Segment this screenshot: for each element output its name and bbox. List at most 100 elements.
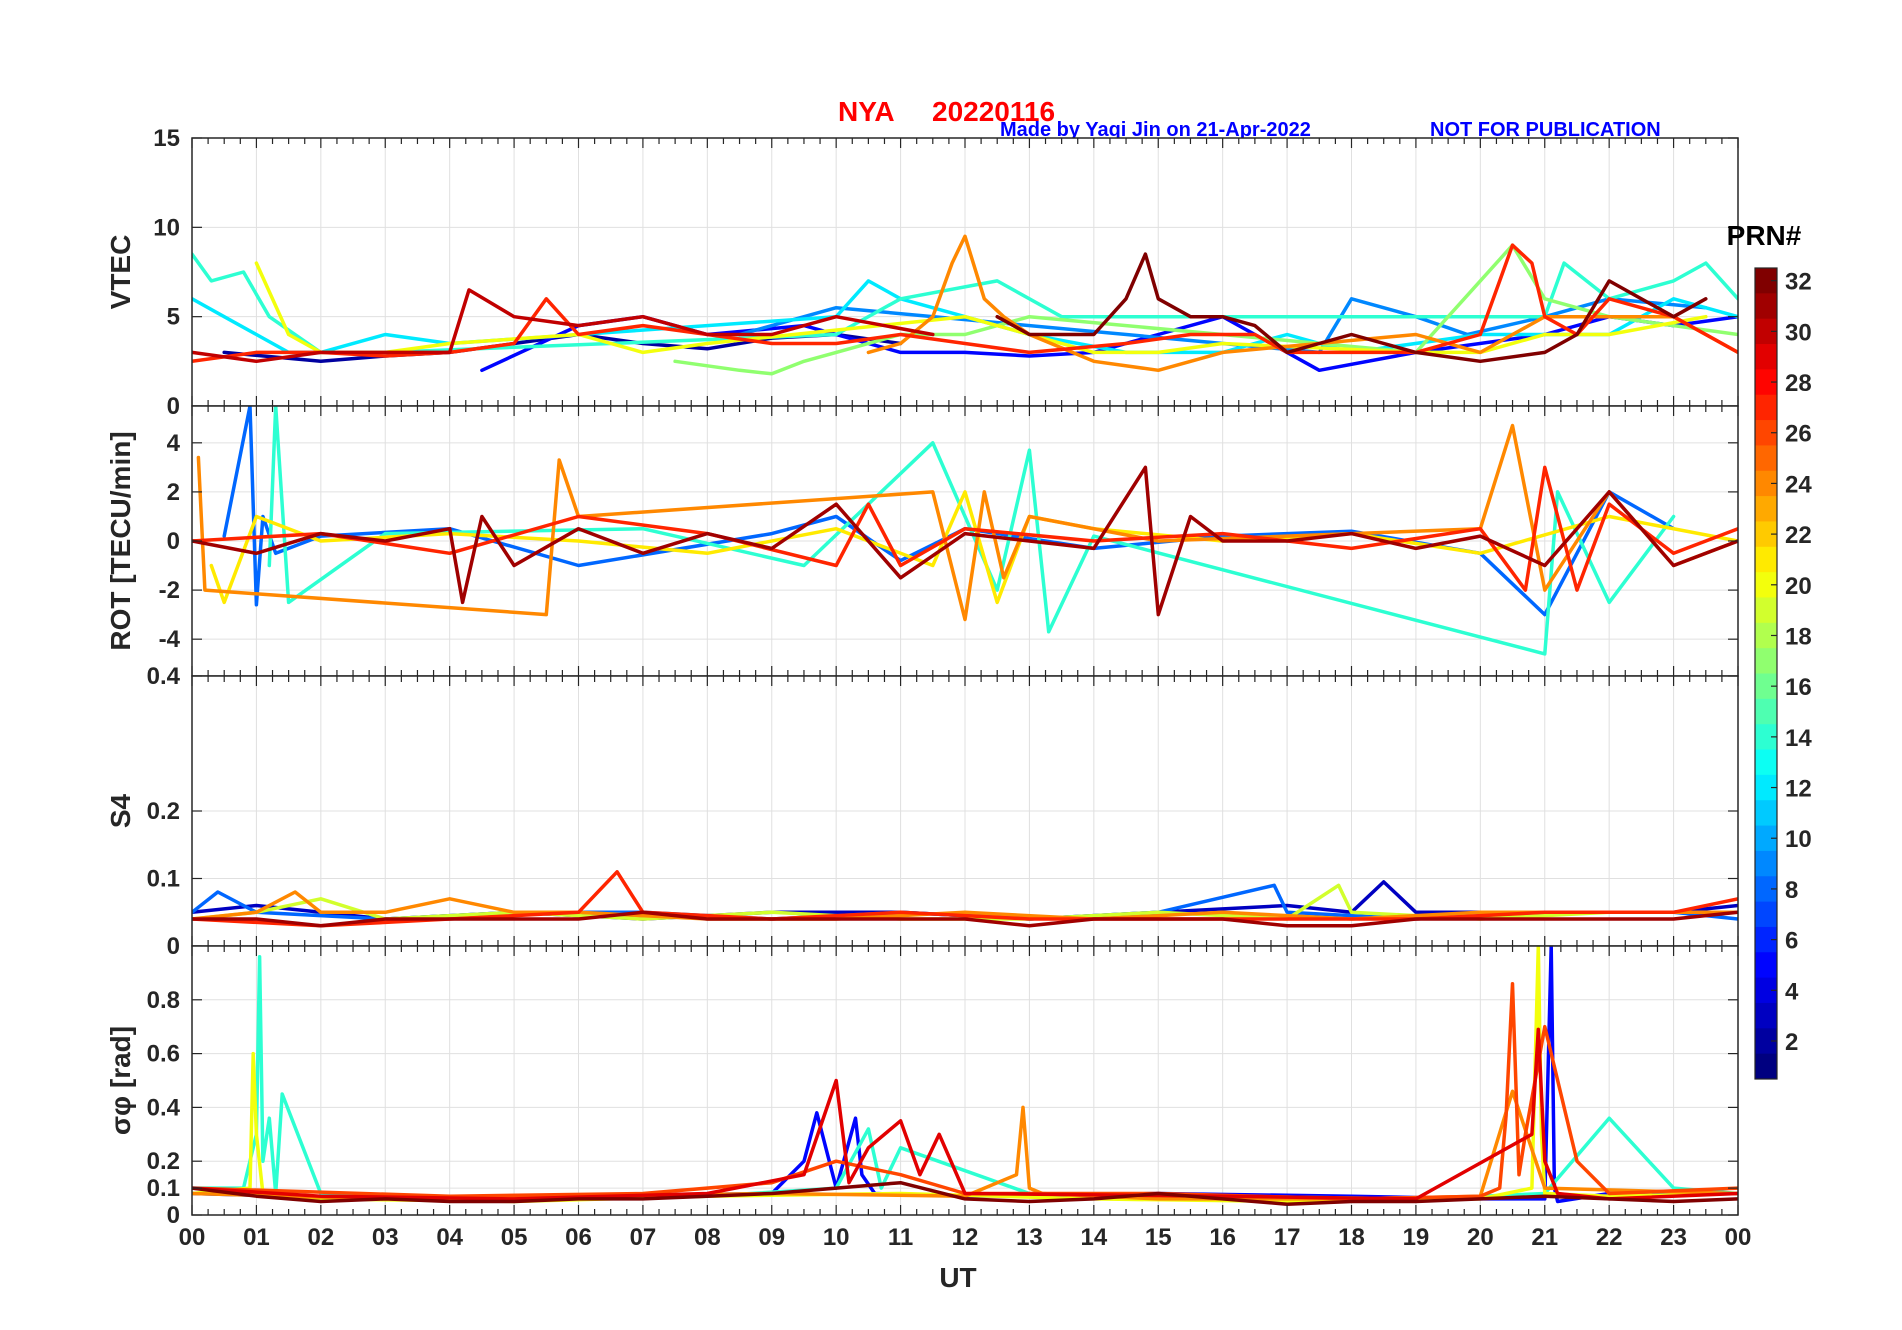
- y-tick-label: 0.2: [147, 798, 180, 825]
- series-group: [192, 406, 1738, 656]
- colorbar-segment: [1755, 597, 1777, 624]
- colorbar-segment: [1755, 901, 1777, 928]
- colorbar-tick-label: 20: [1785, 573, 1812, 600]
- colorbar-tick-label: 26: [1785, 421, 1812, 448]
- x-tick-label: 20: [1467, 1224, 1494, 1251]
- series-line-prn-20: [192, 946, 1738, 1204]
- colorbar-tick-label: 32: [1785, 269, 1812, 296]
- y-tick-label: 0.8: [147, 987, 180, 1014]
- colorbar-frame: [1754, 267, 1778, 1080]
- colorbar-tick-label: 24: [1785, 471, 1812, 498]
- colorbar-segment: [1755, 926, 1777, 953]
- x-tick-label: 11: [888, 1224, 913, 1251]
- colorbar-segment: [1755, 698, 1777, 725]
- x-tick-label: 07: [630, 1224, 657, 1251]
- y-tick-label: 2: [167, 479, 180, 506]
- y-tick-label: 0.4: [147, 663, 181, 690]
- panel-vtec: 0 5 10 15 VTEC: [105, 125, 1739, 420]
- x-tick-label: 04: [436, 1224, 463, 1251]
- colorbar-segment: [1755, 977, 1777, 1004]
- x-tick-label: 13: [1016, 1224, 1043, 1251]
- y-tick-label: 0: [167, 1202, 180, 1229]
- colorbar-tick-label: 28: [1785, 370, 1812, 397]
- colorbar-tick-label: 30: [1785, 319, 1812, 346]
- panel-sigma_phi: 00.10.2 0.4 0.6 0.8 σφ [rad]: [105, 945, 1739, 1229]
- y-tick-label: 5: [167, 304, 180, 331]
- colorbar-tick-label: 2: [1785, 1029, 1798, 1056]
- y-tick-label: 15: [153, 125, 180, 152]
- series-group: [192, 234, 1738, 376]
- x-tick-label: 17: [1274, 1224, 1301, 1251]
- colorbar-segment: [1755, 1028, 1777, 1055]
- series-line-prn-14: [267, 406, 1676, 656]
- colorbar-segment: [1755, 724, 1777, 751]
- y-tick-label: -4: [159, 626, 181, 653]
- x-tick-label: 03: [372, 1224, 399, 1251]
- notice-text: NOT FOR PUBLICATION: [1430, 119, 1661, 141]
- panel-s4: 0 0.1 0.2 0.4 S4: [105, 663, 1739, 960]
- y-axis-label-sigma_phi: σφ [rad]: [105, 1026, 136, 1135]
- colorbar-segment: [1755, 1002, 1777, 1029]
- x-tick-label: 01: [243, 1224, 270, 1251]
- series-line-prn-31: [192, 465, 1738, 617]
- y-tick-label: 4: [167, 430, 181, 457]
- y-axis-label-rot: ROT [TECU/min]: [105, 431, 136, 650]
- colorbar-segment: [1755, 774, 1777, 801]
- series-group: [192, 946, 1738, 1206]
- x-tick-label: 02: [307, 1224, 334, 1251]
- station-title: NYA: [838, 96, 895, 127]
- series-line-prn-29: [192, 1027, 1738, 1201]
- colorbar-segment: [1755, 318, 1777, 345]
- colorbar-tick-label: 14: [1785, 725, 1812, 752]
- colorbar-segment: [1755, 648, 1777, 674]
- colorbar-segment: [1755, 394, 1777, 421]
- colorbar-segment: [1755, 470, 1777, 497]
- x-tick-label: 15: [1145, 1224, 1172, 1251]
- colorbar-segment: [1755, 344, 1777, 370]
- x-tick-label: 16: [1209, 1224, 1236, 1251]
- colorbar-segment: [1755, 496, 1777, 522]
- x-tick-label: 21: [1531, 1224, 1558, 1251]
- date-title: 20220116: [932, 96, 1055, 127]
- colorbar-title: PRN#: [1727, 220, 1802, 251]
- y-tick-label: 0: [167, 933, 180, 960]
- series-line-prn-32: [192, 1180, 1738, 1206]
- series-line-prn-31: [192, 910, 1738, 928]
- series-line-prn-32: [995, 252, 1708, 364]
- colorbar-tick-label: 16: [1785, 674, 1812, 701]
- y-axis-label-s4: S4: [105, 793, 136, 828]
- x-tick-labels: 00 01 02 03 04 05 06 07 08 09 10 11 12 13 14 15 16 17 18 19…: [179, 1224, 1752, 1251]
- x-tick-label: 22: [1596, 1224, 1623, 1251]
- x-tick-label: 18: [1338, 1224, 1365, 1251]
- colorbar-segment: [1755, 876, 1777, 903]
- colorbar-segment: [1755, 445, 1777, 472]
- colorbar-tick-label: 12: [1785, 776, 1812, 803]
- colorbar-segment: [1755, 952, 1777, 979]
- x-tick-label: 05: [501, 1224, 528, 1251]
- y-axis-label-vtec: VTEC: [105, 235, 136, 310]
- y-tick-label: 0: [167, 528, 180, 555]
- y-tick-label: 0.6: [147, 1041, 180, 1068]
- x-axis-label: UT: [939, 1262, 976, 1293]
- series-line-prn-24: [866, 234, 1738, 373]
- x-tick-label: 09: [758, 1224, 785, 1251]
- colorbar-segment: [1755, 572, 1777, 598]
- colorbar-tick-label: 18: [1785, 623, 1812, 650]
- x-tick-label: 10: [823, 1224, 850, 1251]
- colorbar-segment: [1755, 1053, 1777, 1080]
- x-tick-label: 19: [1403, 1224, 1430, 1251]
- y-tick-label: 0.1: [147, 1175, 180, 1202]
- colorbar-segment: [1755, 546, 1777, 573]
- x-tick-label: 00: [1725, 1224, 1752, 1251]
- colorbar-tick-label: 10: [1785, 826, 1812, 853]
- colorbar-segment: [1755, 293, 1777, 320]
- series-line-prn-30: [192, 288, 935, 364]
- panel-rot: -4 -2 0 2 4 ROT [TECU/min]: [105, 405, 1739, 677]
- colorbar-segment: [1755, 825, 1777, 852]
- credit-text: Made by Yaqi Jin on 21-Apr-2022: [1000, 119, 1311, 141]
- y-tick-label: 10: [153, 214, 180, 241]
- x-tick-label: 12: [952, 1224, 979, 1251]
- colorbar-segment: [1755, 800, 1777, 827]
